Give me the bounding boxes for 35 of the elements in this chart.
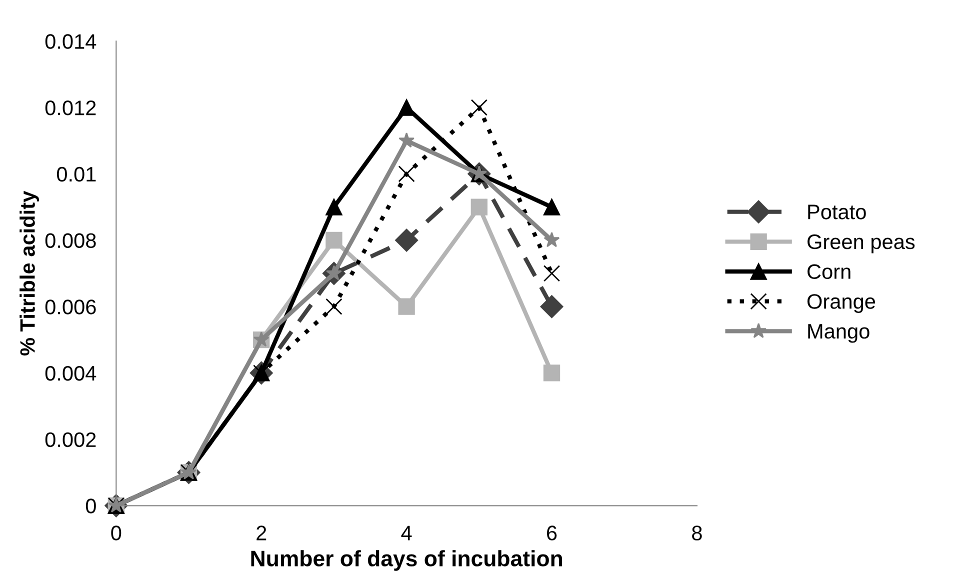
point (398, 132, 415, 148)
point (395, 228, 418, 252)
legend-label: Potato (808, 204, 866, 220)
x-tick-label: 6 (547, 526, 557, 540)
legend-label: Orange (807, 294, 876, 313)
x-axis-title: Number of days of incubation (251, 550, 562, 571)
point (543, 198, 560, 216)
point (326, 232, 342, 249)
point (326, 298, 342, 315)
y-tick-label: 0.008 (45, 233, 96, 248)
y-tick-label: 0.014 (45, 34, 96, 49)
point (540, 295, 564, 318)
y-tick-label: 0.004 (45, 366, 96, 381)
y-axis-title: % Titrible acidity (20, 190, 40, 356)
point (544, 232, 560, 248)
point (398, 166, 415, 182)
x-tick-label: 0 (111, 526, 122, 540)
x-tick-label: 2 (256, 526, 266, 540)
y-tick-label: 0 (86, 498, 96, 514)
legend-label: Green peas (808, 234, 915, 254)
y-tick-label: 0.002 (45, 432, 96, 448)
point (398, 298, 415, 315)
legend-label: Corn (808, 264, 850, 280)
point (326, 198, 342, 216)
point (470, 198, 488, 216)
x-tick-label: 4 (401, 526, 412, 540)
point (470, 99, 488, 116)
legend-label: Mango (808, 324, 870, 343)
point (543, 364, 560, 382)
x-tick-label: 8 (692, 526, 702, 540)
y-tick-label: 0.01 (56, 166, 96, 182)
y-tick-label: 0.012 (45, 100, 96, 116)
point (398, 99, 415, 116)
y-tick-label: 0.006 (45, 300, 96, 314)
point (543, 265, 560, 282)
